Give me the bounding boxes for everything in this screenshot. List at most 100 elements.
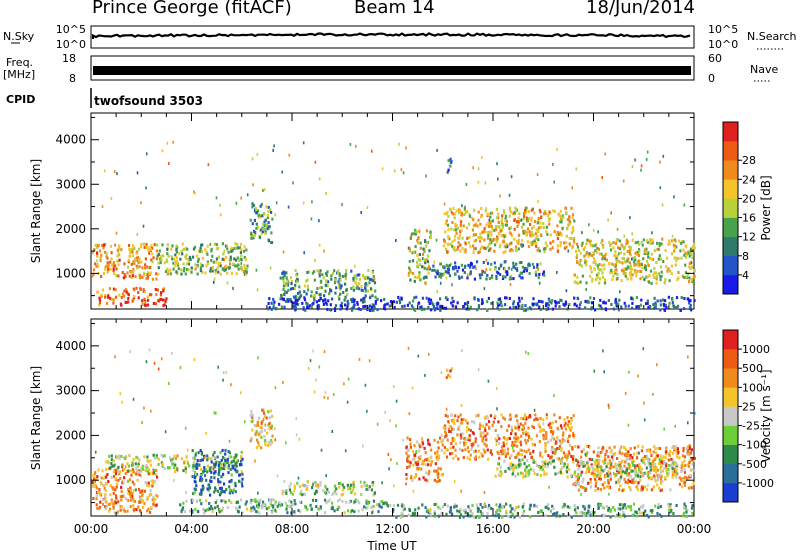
data-cell: [532, 426, 535, 429]
data-cell: [259, 431, 262, 435]
data-cell: [113, 501, 116, 505]
data-cell: [218, 467, 221, 471]
data-cell: [580, 450, 583, 454]
data-cell: [146, 295, 149, 299]
data-cell: [303, 492, 306, 496]
data-cell: [310, 217, 313, 221]
data-cell: [443, 426, 446, 430]
data-cell: [271, 217, 274, 221]
data-cell: [573, 219, 576, 223]
data-cell: [599, 473, 602, 477]
data-cell: [449, 369, 452, 373]
data-cell: [127, 265, 130, 269]
data-cell: [474, 233, 477, 237]
data-cell: [144, 266, 147, 270]
data-cell: [196, 254, 199, 258]
data-cell: [412, 306, 415, 310]
data-cell: [225, 255, 228, 259]
data-cell: [649, 239, 652, 243]
data-cell: [471, 512, 474, 516]
data-cell: [516, 268, 519, 272]
data-cell: [530, 232, 533, 236]
data-cell: [324, 485, 327, 489]
data-cell: [214, 506, 217, 510]
data-cell: [162, 304, 165, 308]
data-cell: [443, 202, 446, 206]
data-cell: [209, 479, 212, 483]
data-cell: [344, 277, 347, 281]
data-cell: [358, 501, 361, 505]
data-cell: [145, 242, 148, 246]
data-cell: [619, 515, 622, 518]
data-cell: [469, 457, 472, 461]
data-cell: [526, 439, 530, 443]
data-cell: [449, 164, 452, 168]
data-cell: [644, 268, 648, 272]
data-cell: [629, 447, 632, 451]
data-cell: [623, 301, 626, 305]
data-cell: [476, 224, 479, 228]
data-cell: [424, 458, 427, 462]
data-cell: [592, 257, 596, 261]
data-cell: [200, 479, 203, 483]
data-cell: [591, 471, 594, 475]
data-cell: [539, 225, 543, 229]
data-cell: [660, 460, 663, 464]
data-cell: [497, 303, 500, 307]
data-cell: [592, 228, 595, 232]
data-cell: [236, 243, 239, 246]
data-cell: [646, 474, 650, 478]
data-cell: [488, 420, 491, 424]
data-cell: [171, 458, 174, 462]
data-cell: [103, 169, 106, 173]
data-cell: [571, 447, 574, 451]
data-cell: [601, 176, 603, 179]
data-cell: [562, 439, 565, 443]
data-cell: [586, 238, 589, 242]
data-cell: [624, 452, 627, 456]
data-cell: [129, 493, 132, 497]
data-cell: [503, 417, 506, 421]
data-cell: [259, 425, 262, 429]
data-cell: [419, 454, 422, 458]
data-cell: [275, 201, 278, 205]
data-cell: [653, 276, 656, 280]
data-cell: [644, 509, 647, 513]
data-cell: [104, 293, 107, 297]
data-cell: [291, 492, 294, 496]
data-cell: [357, 307, 360, 311]
colorbar-tick-label: 24: [742, 173, 756, 186]
data-cell: [439, 297, 442, 301]
data-cell: [462, 515, 465, 519]
data-cell: [472, 443, 475, 446]
data-cell: [146, 483, 149, 487]
data-cell: [427, 265, 431, 269]
data-cell: [668, 239, 671, 243]
data-cell: [199, 262, 202, 266]
data-cell: [265, 205, 268, 209]
data-cell: [682, 514, 685, 518]
data-cell: [483, 416, 487, 420]
data-cell: [660, 474, 663, 478]
data-cell: [453, 418, 456, 422]
data-cell: [483, 503, 486, 507]
data-cell: [383, 297, 386, 301]
data-cell: [107, 267, 110, 271]
data-cell: [107, 264, 110, 268]
data-cell: [663, 460, 666, 463]
data-cell: [631, 232, 633, 236]
data-cell: [409, 442, 412, 446]
data-cell: [114, 488, 117, 492]
data-cell: [240, 254, 243, 258]
data-cell: [297, 291, 300, 295]
data-cell: [634, 468, 638, 472]
data-cell: [465, 307, 468, 311]
data-cell: [653, 304, 656, 308]
data-cell: [460, 263, 463, 267]
data-cell: [690, 265, 693, 269]
data-cell: [163, 454, 166, 458]
data-cell: [145, 498, 148, 501]
data-cell: [232, 488, 235, 492]
data-cell: [675, 306, 678, 310]
data-cell: [587, 470, 590, 473]
